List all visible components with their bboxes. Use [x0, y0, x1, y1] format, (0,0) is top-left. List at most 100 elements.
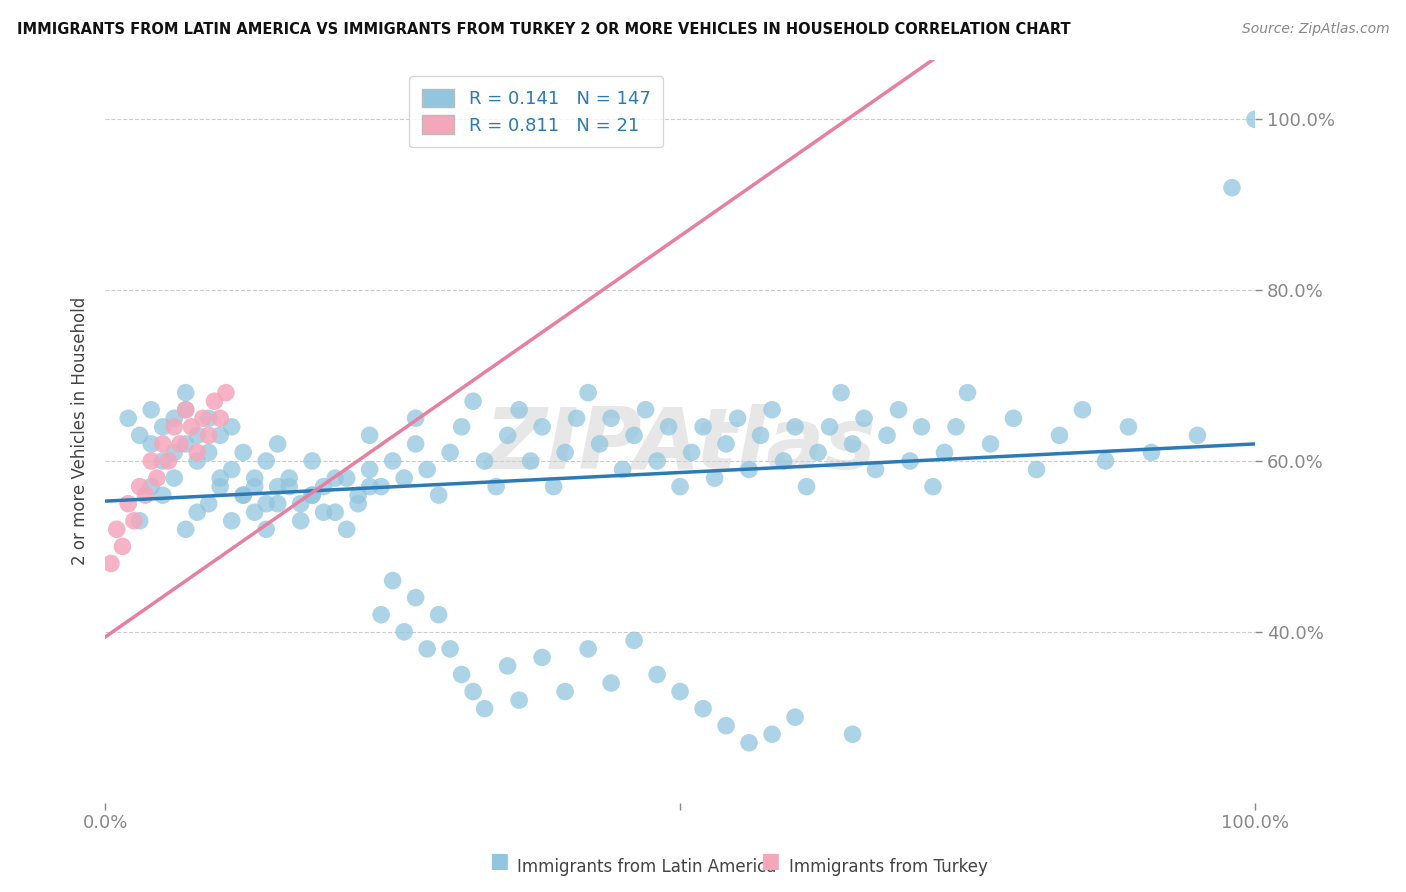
Point [370, 607, 392, 622]
Point [783, 420, 806, 434]
Point [474, 701, 496, 715]
Point [772, 454, 794, 468]
Point [450, 667, 472, 681]
Point [853, 411, 876, 425]
Point [922, 480, 945, 494]
Point [1094, 454, 1116, 468]
Point [347, 488, 370, 502]
Point [508, 402, 530, 417]
Point [669, 480, 692, 494]
Point [612, 462, 634, 476]
Point [312, 505, 335, 519]
Point [405, 591, 427, 605]
Point [703, 471, 725, 485]
Point [876, 428, 898, 442]
Text: IMMIGRANTS FROM LATIN AMERICA VS IMMIGRANTS FROM TURKEY 2 OR MORE VEHICLES IN HO: IMMIGRANTS FROM LATIN AMERICA VS IMMIGRA… [17, 22, 1070, 37]
Point [600, 411, 623, 425]
Point [128, 514, 150, 528]
Point [141, 480, 163, 494]
Point [232, 488, 254, 502]
Point [714, 719, 737, 733]
Point [243, 505, 266, 519]
Point [197, 411, 219, 425]
Point [163, 420, 186, 434]
Point [111, 540, 134, 554]
Point [180, 420, 202, 434]
Point [169, 437, 191, 451]
Point [209, 471, 232, 485]
Point [645, 454, 668, 468]
Point [312, 480, 335, 494]
Point [543, 480, 565, 494]
Point [370, 480, 392, 494]
Point [818, 420, 841, 434]
Point [1118, 420, 1140, 434]
Point [254, 522, 277, 536]
Point [934, 445, 956, 459]
Point [301, 454, 323, 468]
Point [128, 428, 150, 442]
Point [209, 411, 232, 425]
Point [134, 488, 156, 502]
Point [186, 505, 208, 519]
Point [174, 522, 197, 536]
Point [658, 420, 681, 434]
Point [290, 497, 312, 511]
Point [898, 454, 921, 468]
Point [761, 402, 783, 417]
Point [749, 428, 772, 442]
Point [381, 454, 404, 468]
Point [174, 385, 197, 400]
Point [692, 701, 714, 715]
Point [141, 437, 163, 451]
Point [117, 497, 139, 511]
Point [163, 445, 186, 459]
Point [554, 684, 576, 698]
Point [221, 462, 243, 476]
Point [761, 727, 783, 741]
Point [727, 411, 749, 425]
Point [174, 402, 197, 417]
Point [359, 480, 381, 494]
Point [910, 420, 932, 434]
Point [392, 624, 415, 639]
Point [141, 402, 163, 417]
Point [191, 411, 214, 425]
Point [128, 480, 150, 494]
Point [634, 402, 657, 417]
Point [243, 471, 266, 485]
Point [174, 437, 197, 451]
Point [209, 480, 232, 494]
Point [474, 454, 496, 468]
Point [278, 480, 301, 494]
Point [887, 402, 910, 417]
Point [221, 420, 243, 434]
Text: Source: ZipAtlas.com: Source: ZipAtlas.com [1241, 22, 1389, 37]
Point [681, 445, 703, 459]
Point [301, 488, 323, 502]
Point [623, 428, 645, 442]
Point [1140, 445, 1163, 459]
Point [1071, 402, 1094, 417]
Point [197, 445, 219, 459]
Point [519, 454, 541, 468]
Point [979, 437, 1001, 451]
Point [416, 641, 439, 656]
Text: Immigrants from Turkey: Immigrants from Turkey [789, 858, 987, 876]
Point [243, 480, 266, 494]
Point [783, 710, 806, 724]
Point [496, 659, 519, 673]
Point [186, 454, 208, 468]
Point [254, 497, 277, 511]
Point [186, 428, 208, 442]
Point [427, 607, 450, 622]
Text: ZIPAtlas: ZIPAtlas [484, 404, 876, 487]
Text: ■: ■ [489, 851, 509, 871]
Point [152, 420, 174, 434]
Point [266, 497, 288, 511]
Point [485, 480, 508, 494]
Y-axis label: 2 or more Vehicles in Household: 2 or more Vehicles in Household [72, 297, 89, 566]
Point [232, 488, 254, 502]
Point [163, 411, 186, 425]
Point [463, 394, 485, 409]
